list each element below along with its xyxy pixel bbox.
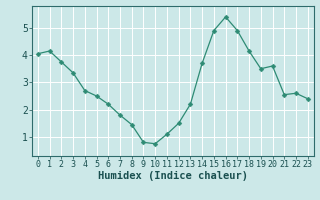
X-axis label: Humidex (Indice chaleur): Humidex (Indice chaleur) — [98, 171, 248, 181]
